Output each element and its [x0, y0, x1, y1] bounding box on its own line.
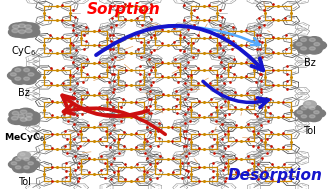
Circle shape	[15, 166, 21, 169]
Circle shape	[20, 153, 25, 156]
Circle shape	[11, 116, 18, 120]
Circle shape	[18, 30, 25, 33]
Circle shape	[25, 71, 41, 80]
Circle shape	[311, 109, 326, 118]
Circle shape	[296, 43, 302, 46]
Circle shape	[15, 112, 32, 122]
Circle shape	[9, 23, 27, 33]
Text: Sorption: Sorption	[87, 2, 161, 17]
Circle shape	[12, 67, 27, 76]
Circle shape	[8, 115, 25, 124]
Circle shape	[15, 22, 33, 32]
Circle shape	[28, 73, 34, 76]
Circle shape	[24, 166, 29, 169]
Circle shape	[24, 68, 29, 72]
Circle shape	[21, 156, 36, 164]
Circle shape	[297, 111, 303, 114]
Circle shape	[18, 152, 30, 159]
Circle shape	[25, 29, 32, 33]
Text: Bz: Bz	[304, 58, 316, 68]
Text: Desorption: Desorption	[227, 168, 322, 183]
Circle shape	[10, 73, 16, 76]
Circle shape	[24, 77, 29, 80]
Circle shape	[12, 29, 18, 33]
Circle shape	[21, 67, 36, 76]
Circle shape	[300, 47, 307, 50]
Circle shape	[25, 25, 31, 29]
Circle shape	[18, 114, 24, 118]
Circle shape	[298, 113, 313, 122]
Text: MeCyC$_6$: MeCyC$_6$	[4, 131, 45, 144]
Circle shape	[8, 160, 23, 169]
Circle shape	[307, 37, 322, 45]
Circle shape	[20, 118, 27, 121]
Circle shape	[307, 45, 322, 54]
Circle shape	[298, 37, 313, 45]
Circle shape	[22, 115, 40, 125]
Circle shape	[9, 110, 26, 119]
Circle shape	[12, 25, 19, 29]
Circle shape	[314, 43, 320, 46]
Circle shape	[15, 158, 21, 161]
Circle shape	[294, 109, 309, 118]
Text: Bz: Bz	[18, 88, 30, 98]
Circle shape	[298, 105, 313, 113]
Circle shape	[15, 28, 33, 38]
Circle shape	[301, 115, 307, 118]
Circle shape	[12, 76, 27, 84]
Circle shape	[22, 27, 40, 37]
Circle shape	[24, 158, 29, 161]
Circle shape	[15, 68, 21, 72]
Circle shape	[298, 45, 313, 54]
Circle shape	[12, 111, 19, 115]
Circle shape	[15, 77, 21, 80]
Circle shape	[13, 156, 27, 164]
Circle shape	[17, 108, 35, 118]
Circle shape	[300, 38, 307, 41]
Circle shape	[25, 117, 32, 120]
Circle shape	[23, 112, 40, 121]
Text: Tol: Tol	[18, 177, 30, 187]
Circle shape	[11, 162, 17, 165]
Text: CyC$_6$: CyC$_6$	[11, 44, 37, 58]
Circle shape	[25, 160, 40, 169]
Circle shape	[21, 23, 39, 33]
Circle shape	[8, 27, 26, 37]
Circle shape	[8, 71, 23, 80]
Circle shape	[20, 110, 27, 114]
Circle shape	[307, 105, 321, 113]
Circle shape	[21, 164, 36, 173]
Circle shape	[310, 38, 315, 41]
Text: Tol: Tol	[304, 126, 316, 136]
Circle shape	[307, 113, 321, 122]
Circle shape	[311, 41, 326, 50]
Circle shape	[21, 76, 36, 84]
Circle shape	[304, 101, 316, 108]
Circle shape	[310, 47, 315, 50]
Circle shape	[18, 24, 25, 28]
Circle shape	[26, 113, 32, 117]
Circle shape	[293, 41, 309, 50]
Circle shape	[301, 107, 307, 110]
Circle shape	[310, 107, 315, 110]
Circle shape	[306, 102, 311, 105]
Circle shape	[17, 116, 35, 126]
Circle shape	[314, 111, 319, 114]
Circle shape	[13, 164, 27, 173]
Circle shape	[28, 162, 34, 165]
Circle shape	[310, 115, 315, 118]
